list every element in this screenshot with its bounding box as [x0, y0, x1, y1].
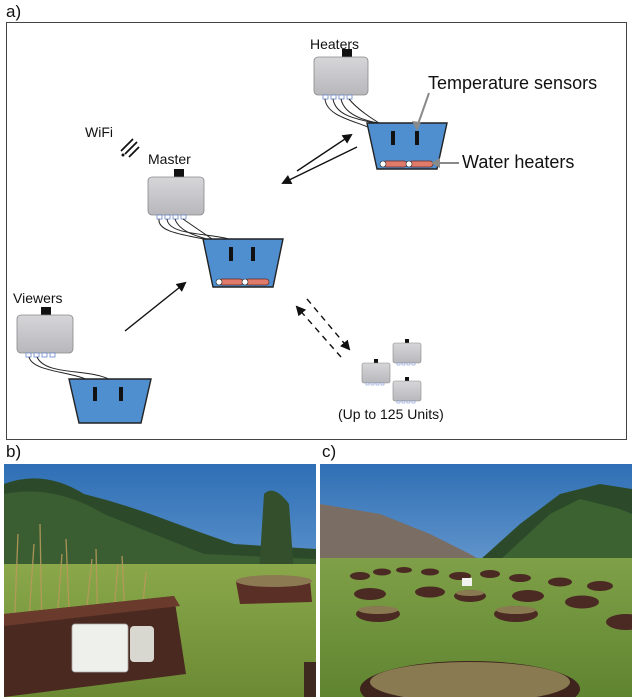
water-heaters-label: Water heaters [462, 152, 574, 172]
field-photo-closeup [4, 464, 316, 697]
wifi-icon [120, 138, 140, 158]
system-diagram-panel: Heaters Temperature sensors Water heater… [6, 22, 627, 440]
master-controller [147, 169, 205, 220]
master-to-units-arrow [306, 298, 351, 351]
extra-unit [392, 339, 422, 366]
extra-unit [361, 359, 391, 386]
extra-units-group [361, 339, 422, 404]
units-note-label: (Up to 125 Units) [338, 406, 444, 422]
units-to-master-arrow [295, 305, 342, 358]
master-to-heaters-arrow [296, 133, 353, 172]
heaters-controller [313, 49, 369, 100]
temperature-sensors-label: Temperature sensors [428, 73, 597, 93]
wifi-label: WiFi [85, 124, 113, 140]
viewer-controller [16, 307, 74, 358]
heaters-to-master-arrow [281, 146, 358, 184]
temperature-sensors-pointer [416, 92, 430, 128]
master-label: Master [148, 151, 191, 167]
viewers-label: Viewers [13, 290, 63, 306]
viewer-tank [68, 378, 152, 424]
panel-a-label: a) [6, 2, 22, 21]
extra-unit [392, 377, 422, 404]
system-diagram: Heaters Temperature sensors Water heater… [13, 36, 597, 424]
master-tank [202, 238, 284, 288]
panel-c-label: c) [322, 442, 337, 461]
panel-b-label: b) [6, 442, 22, 461]
heaters-label: Heaters [310, 36, 359, 52]
field-photo-array [320, 464, 632, 697]
viewer-to-master-arrow [124, 281, 187, 332]
